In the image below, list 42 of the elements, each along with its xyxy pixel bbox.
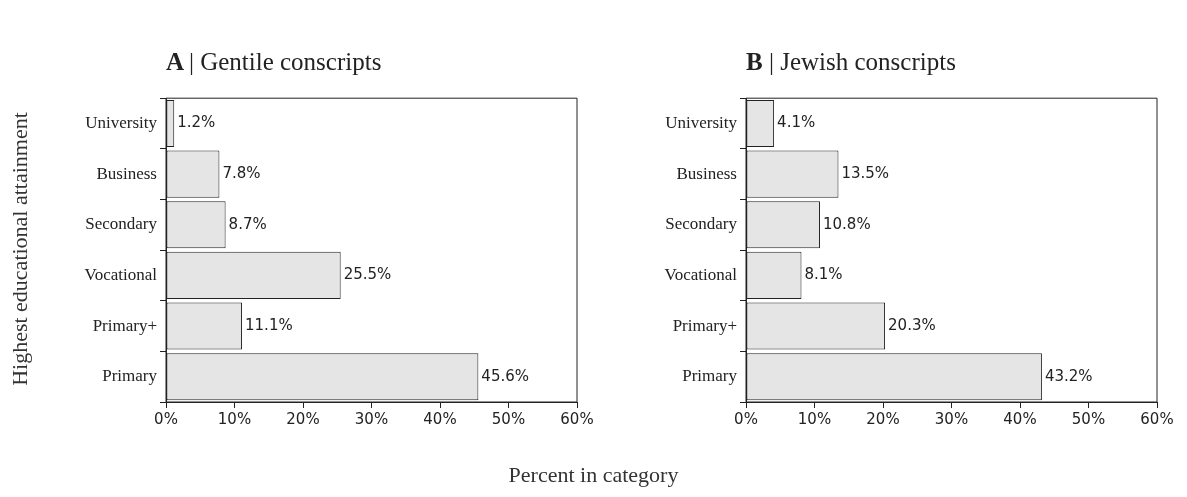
x-axis-title: Percent in category	[507, 462, 680, 488]
y-tick-label: Primary	[682, 366, 738, 386]
data-label: 10.8%	[822, 214, 871, 233]
y-tick-label: Primary	[102, 366, 158, 386]
chart-title: B | Jewish conscripts	[746, 48, 956, 76]
y-tick-label: Primary+	[92, 315, 157, 335]
y-tick-label: Vocational	[84, 264, 158, 284]
data-label: 8.7%	[228, 214, 267, 233]
x-tick-label: 10%	[217, 409, 252, 428]
y-tick-label: University	[85, 112, 158, 132]
x-tick-label: 60%	[1140, 409, 1174, 428]
data-label: 11.1%	[245, 315, 293, 334]
y-tick-label: Business	[96, 163, 157, 183]
data-label: 7.8%	[222, 164, 261, 183]
x-tick-label: 0%	[154, 409, 178, 428]
x-tick-label: 60%	[560, 409, 594, 428]
y-axis-title: Highest educational attainment	[7, 111, 33, 386]
data-label: 13.5%	[841, 164, 890, 183]
data-label: 25.5%	[343, 265, 392, 284]
data-label: 1.2%	[177, 113, 216, 132]
y-tick-label: University	[665, 112, 738, 132]
x-tick-label: 50%	[491, 409, 526, 428]
y-tick-label: Vocational	[664, 264, 738, 284]
data-label: 43.2%	[1044, 366, 1093, 385]
y-tick-label: Primary+	[672, 315, 737, 335]
data-label: 4.1%	[777, 113, 816, 132]
x-tick-label: 50%	[1071, 409, 1106, 428]
x-tick-label: 30%	[354, 409, 389, 428]
data-label: 8.1%	[804, 265, 843, 284]
x-tick-label: 10%	[797, 409, 832, 428]
x-tick-label: 20%	[286, 409, 320, 428]
data-label: 45.6%	[481, 366, 530, 385]
x-tick-label: 40%	[1003, 409, 1037, 428]
y-tick-label: Business	[676, 163, 737, 183]
y-tick-label: Secondary	[85, 214, 158, 234]
data-label: 20.3%	[888, 315, 936, 334]
x-tick-label: 20%	[866, 409, 900, 428]
x-tick-label: 0%	[734, 409, 758, 428]
y-tick-label: Secondary	[665, 214, 738, 234]
x-tick-label: 40%	[423, 409, 457, 428]
x-tick-label: 30%	[934, 409, 969, 428]
chart-title: A | Gentile conscripts	[166, 48, 382, 76]
